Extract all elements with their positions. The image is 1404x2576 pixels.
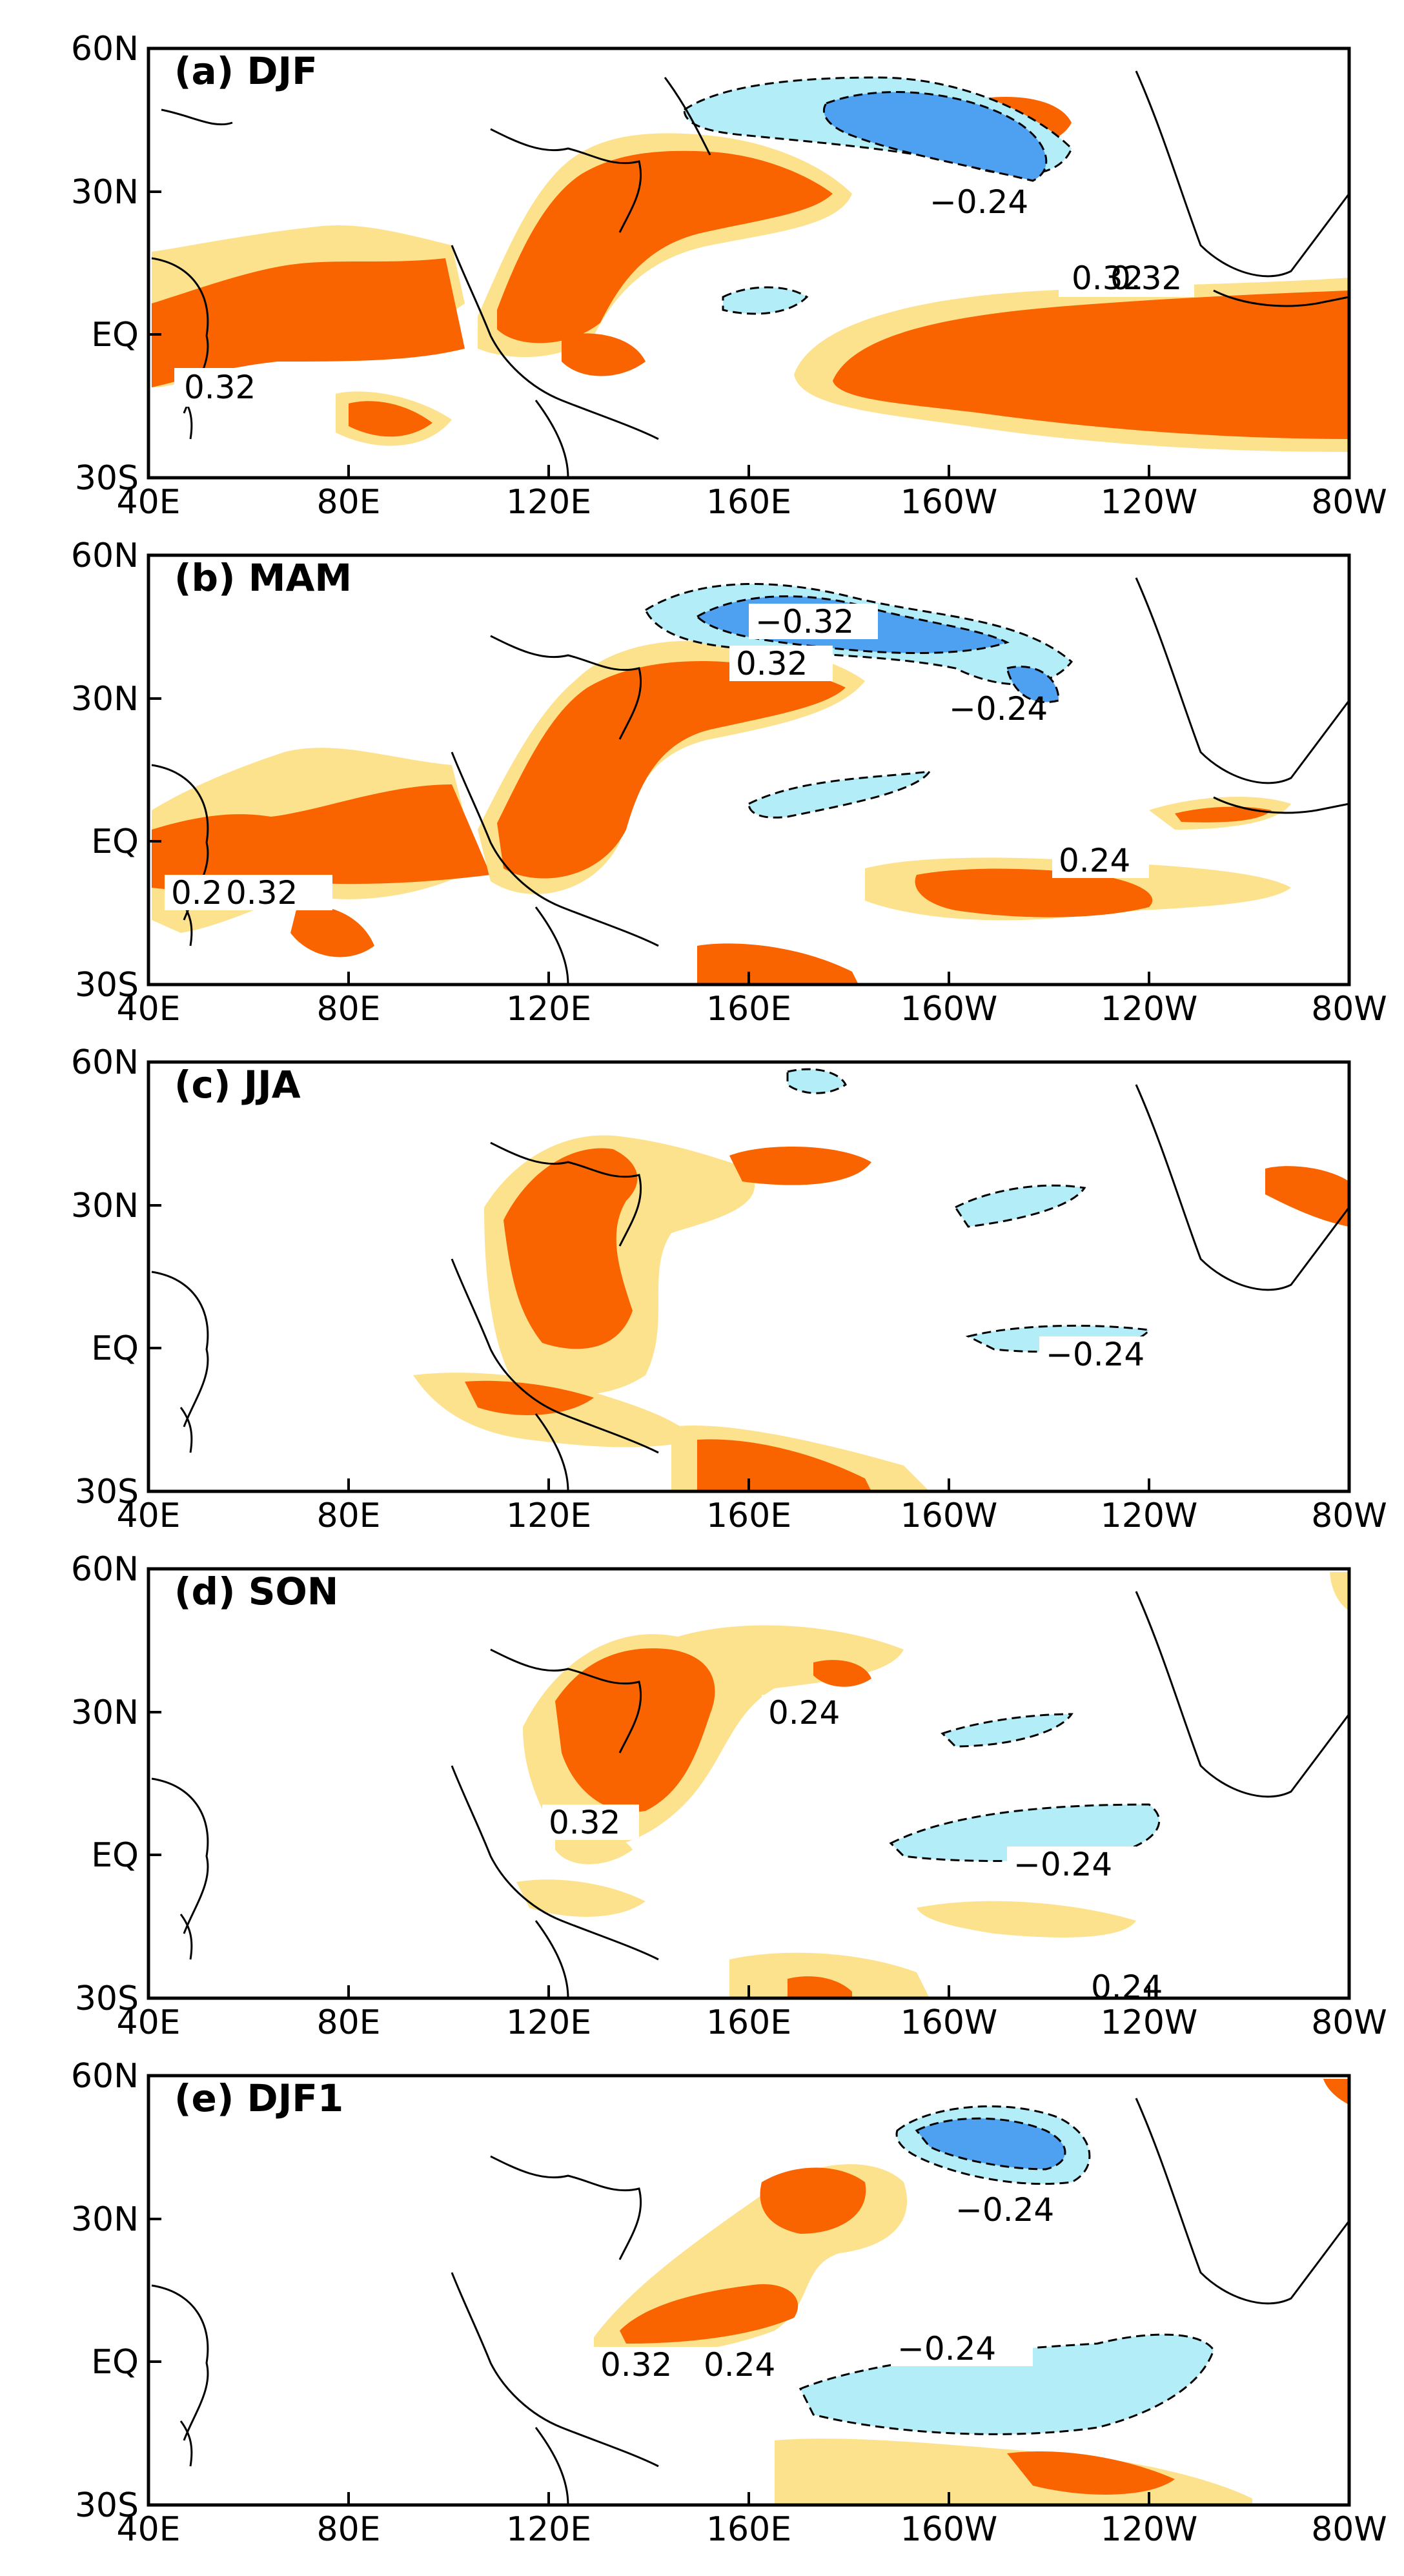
panel-e-label-4: −0.24 [897, 2330, 996, 2367]
panel-b-label-2: 0.32 [736, 645, 808, 682]
panel-a-title: (a) DJF [174, 49, 318, 93]
panel-e-label-1: −0.24 [955, 2191, 1054, 2229]
map-b: (b) MAM −0.32 0.32 −0.24 0.24 0.2 0.32 [147, 553, 1351, 986]
map-d: (d) SON 0.24 0.32 −0.24 0.24 [147, 1567, 1351, 2006]
map-e: (e) DJF1 −0.24 0.32 0.24 −0.24 [147, 2074, 1351, 2507]
panel-d-label-1: 0.24 [768, 1694, 840, 1732]
panel-d-label-2: 0.32 [549, 1804, 620, 1841]
panel-b-title: (b) MAM [174, 556, 352, 600]
panel-a-label-2: 0.32 [1072, 260, 1143, 297]
panel-b-label-4: 0.24 [1059, 842, 1130, 879]
map-c: (c) JJA −0.24 [147, 1060, 1351, 1493]
panel-b-label-6: 0.32 [226, 874, 298, 912]
panel-e-label-2: 0.32 [600, 2346, 672, 2384]
panel-c-title: (c) JJA [174, 1063, 301, 1107]
panel-a: (a) DJF −0.24 0.32 0.32 0.32 [0, 0, 1404, 504]
panel-d-title: (d) SON [174, 1569, 338, 1613]
panel-e: (e) DJF1 −0.24 0.32 0.24 −0.24 [0, 2027, 1404, 2531]
panel-b: (b) MAM −0.32 0.32 −0.24 0.24 0.2 0.32 [0, 507, 1404, 1010]
panel-b-label-5: 0.2 [171, 874, 223, 912]
panel-e-title: (e) DJF1 [174, 2076, 343, 2120]
panel-d: (d) SON 0.24 0.32 −0.24 0.24 [0, 1520, 1404, 2024]
panel-a-label-4: 0.32 [184, 369, 256, 406]
panel-d-label-4: 0.24 [1091, 1968, 1163, 2006]
panel-b-label-3: −0.24 [949, 690, 1048, 728]
panel-c-label-1: −0.24 [1046, 1336, 1145, 1373]
panel-c: (c) JJA −0.24 [0, 1014, 1404, 1517]
panel-e-label-3: 0.24 [704, 2346, 775, 2384]
map-a: (a) DJF −0.24 0.32 0.32 0.32 [147, 46, 1351, 480]
panel-b-label-1: −0.32 [755, 603, 854, 640]
panel-a-label-3: 0.32 [1110, 260, 1182, 297]
panel-d-label-3: −0.24 [1013, 1846, 1112, 1883]
panel-a-label-1: −0.24 [930, 183, 1028, 221]
